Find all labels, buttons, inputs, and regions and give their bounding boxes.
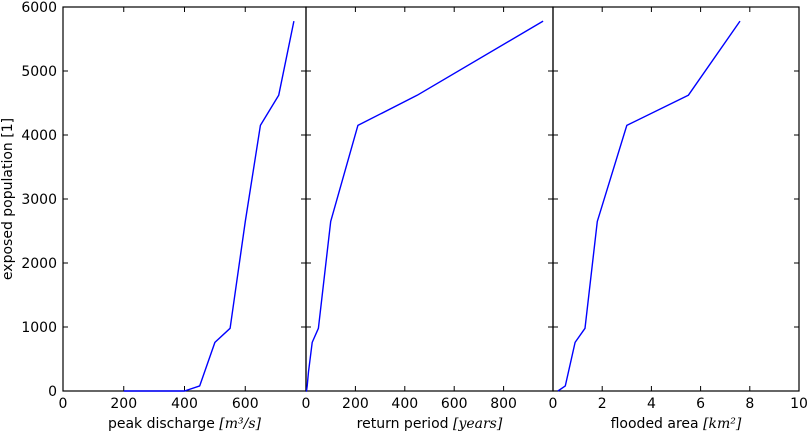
y-tick-label: 5000 — [21, 64, 57, 80]
x-tick-label: 0 — [302, 396, 311, 412]
x-axis-label-unit: [km²] — [703, 416, 742, 432]
series-line-panel-1 — [123, 20, 295, 392]
x-tick-label: 10 — [790, 396, 808, 412]
x-tick-label: 2 — [598, 396, 607, 412]
x-tick-label: 600 — [232, 396, 259, 412]
x-tick-label: 8 — [745, 396, 754, 412]
panel-frame-3 — [552, 6, 800, 392]
y-tick-label: 0 — [48, 384, 57, 400]
x-tick-label: 200 — [110, 396, 137, 412]
y-tick-label: 4000 — [21, 128, 57, 144]
y-tick-label: 3000 — [21, 192, 57, 208]
x-axis-label-text: flooded area — [611, 416, 703, 432]
x-tick-label: 0 — [59, 396, 68, 412]
y-axis-label: exposed population [1] — [0, 118, 16, 280]
series-line-panel-3 — [557, 20, 741, 392]
panel-frame-2 — [305, 6, 554, 392]
y-tick-label: 6000 — [21, 0, 57, 16]
x-tick-label: 400 — [171, 396, 198, 412]
x-axis-label-text: peak discharge — [108, 416, 219, 432]
x-tick-label: 6 — [696, 396, 705, 412]
x-tick-label: 800 — [490, 396, 517, 412]
x-tick-label: 200 — [342, 396, 369, 412]
x-axis-label: return period [years] — [357, 416, 503, 432]
x-tick-label: 600 — [441, 396, 468, 412]
x-axis-label: peak discharge [m³/s] — [108, 416, 262, 432]
x-axis-label-text: return period — [357, 416, 453, 432]
x-tick-label: 4 — [647, 396, 656, 412]
y-tick-label: 1000 — [21, 320, 57, 336]
x-axis-label: flooded area [km²] — [611, 416, 742, 432]
series-line-panel-2 — [305, 20, 544, 392]
y-tick-label: 2000 — [21, 256, 57, 272]
x-axis-label-unit: [m³/s] — [219, 416, 261, 432]
x-tick-label: 400 — [391, 396, 418, 412]
x-axis-label-unit: [years] — [453, 416, 503, 432]
x-tick-label: 0 — [549, 396, 558, 412]
panel-frame-1 — [62, 6, 307, 392]
